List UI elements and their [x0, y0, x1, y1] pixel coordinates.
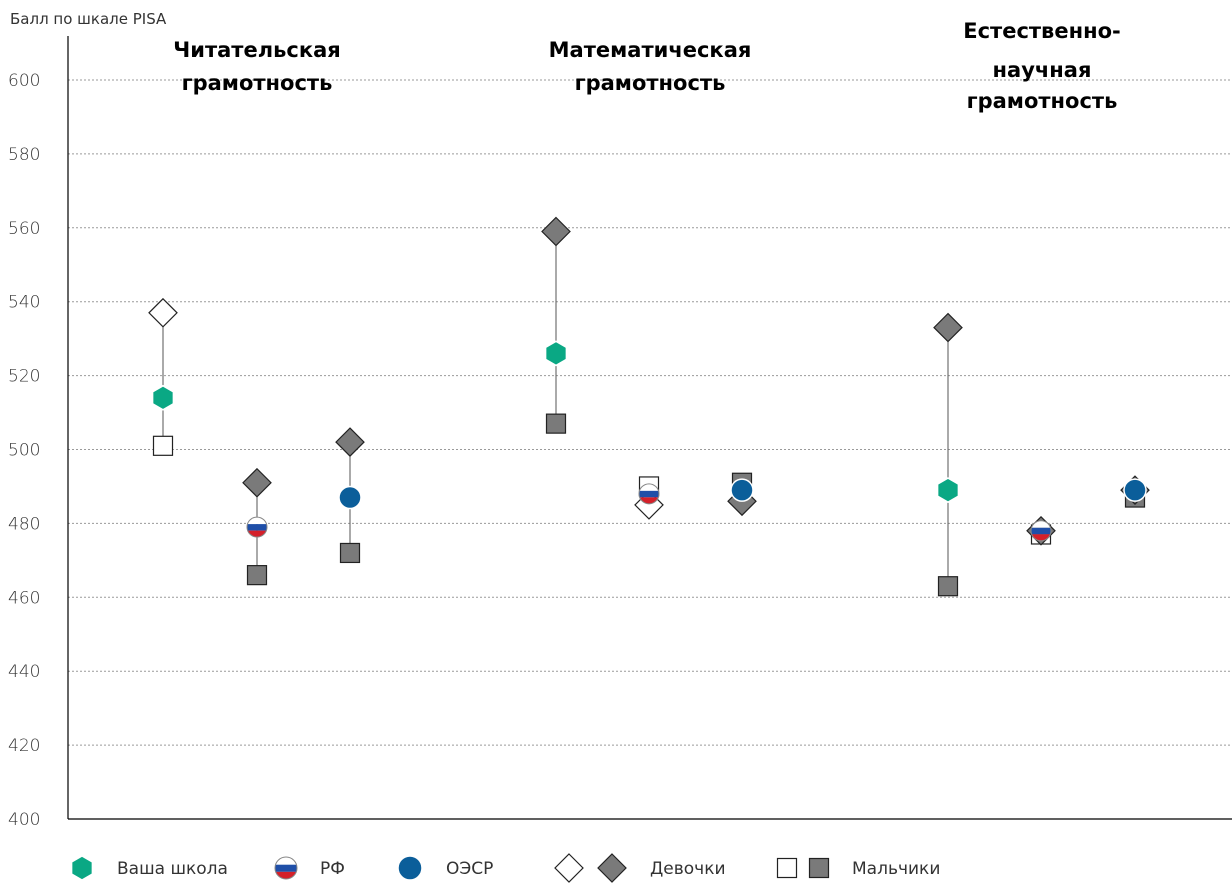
entity-marks	[541, 216, 571, 434]
rf-flag-fill	[247, 517, 267, 538]
y-tick-label: 420	[8, 736, 40, 756]
total-school-hexagon	[544, 340, 568, 367]
total-rf-circle	[1030, 520, 1052, 542]
rf-flag-blue	[639, 490, 659, 498]
entity-marks	[148, 297, 178, 456]
y-tick-label: 580	[8, 145, 40, 165]
rf-flag-white	[639, 483, 659, 491]
total-rf-circle	[246, 516, 268, 538]
legend-rf-circle	[274, 856, 298, 880]
entity-marks	[335, 427, 365, 564]
gridlines	[68, 79, 1232, 746]
boys-square	[246, 565, 268, 586]
rf-flag-white	[275, 857, 297, 865]
legend-boys-square-open	[776, 857, 798, 879]
total-school-hexagon	[151, 384, 175, 411]
rf-flag-red	[1031, 534, 1051, 541]
rf-flag-red	[639, 497, 659, 504]
total-oecd-circle	[338, 485, 362, 510]
rf-flag-outline	[246, 516, 268, 538]
rf-flag-red	[275, 871, 297, 880]
rf-flag-fill	[1031, 520, 1051, 541]
rf-flag-white	[1031, 520, 1051, 528]
y-tick-label: 520	[8, 367, 40, 387]
total-oecd-circle	[1123, 478, 1147, 502]
group-title-line: научная	[993, 58, 1092, 82]
y-tick-label: 560	[8, 219, 40, 239]
axes	[67, 36, 1232, 820]
girls-diamond	[541, 216, 571, 247]
legend-label: Девочки	[650, 859, 726, 879]
rf-flag-blue	[247, 524, 267, 531]
group-titles: Читательская грамотность Математическая гра…	[173, 19, 1121, 113]
boys-square	[545, 413, 567, 434]
y-tick-label: 440	[8, 662, 40, 682]
boys-square	[937, 576, 959, 597]
total-school-hexagon	[936, 477, 960, 503]
group-title-line: Математическая	[549, 38, 752, 62]
rf-flag-white	[247, 517, 267, 525]
entity-marks	[242, 467, 272, 586]
entity-marks	[1120, 475, 1150, 508]
girls-diamond	[335, 427, 365, 457]
rf-flag-fill	[639, 483, 659, 504]
legend-girls-diamond-filled	[597, 853, 627, 883]
total-rf-circle	[638, 483, 660, 505]
y-tick-label: 500	[8, 441, 40, 461]
entity-marks	[634, 476, 664, 520]
legend: Ваша школа РФ ОЭСР Девочки Мальчики	[70, 853, 940, 883]
y-tick-label: 460	[8, 588, 40, 608]
y-tick-label: 600	[8, 71, 40, 91]
rf-flag-blue	[1031, 527, 1051, 535]
total-oecd-circle	[730, 478, 754, 502]
group-title-line: грамотность	[182, 71, 333, 95]
y-tick-label: 540	[8, 293, 40, 313]
rf-flag-outline	[1030, 520, 1052, 542]
group-title-line: грамотность	[967, 89, 1118, 113]
rf-flag-red	[247, 530, 267, 538]
rf-flag-blue	[275, 864, 297, 872]
girls-diamond	[933, 312, 963, 343]
legend-school-hexagon	[70, 855, 94, 881]
group-title-line: Читательская	[173, 38, 340, 62]
entity-marks	[1026, 515, 1056, 546]
y-tick-label: 480	[8, 514, 40, 534]
entity-marks	[933, 312, 963, 597]
legend-label: Мальчики	[852, 859, 940, 879]
girls-diamond	[148, 297, 178, 328]
legend-girls-diamond-open	[554, 853, 584, 883]
legend-label: ОЭСР	[446, 859, 493, 879]
rf-flag-fill	[275, 857, 297, 880]
legend-label: РФ	[320, 859, 345, 879]
legend-oecd-circle	[397, 855, 423, 881]
rf-flag-outline	[274, 856, 298, 880]
group-title-line: Естественно-	[963, 19, 1121, 43]
rf-flag-outline	[638, 483, 660, 505]
y-tick-label: 400	[8, 810, 40, 830]
y-axis-label: Балл по шкале PISA	[10, 10, 167, 28]
legend-boys-square-filled	[808, 857, 830, 879]
boys-square	[152, 435, 174, 456]
girls-diamond	[242, 467, 272, 498]
legend-label: Ваша школа	[117, 859, 228, 879]
entity-marks	[727, 472, 757, 517]
data-marks	[148, 216, 1150, 597]
group-title-line: грамотность	[575, 71, 726, 95]
y-tick-labels: 400 420 440 460 480 500 520 540 560 580 600	[8, 71, 40, 830]
boys-square	[339, 542, 361, 564]
